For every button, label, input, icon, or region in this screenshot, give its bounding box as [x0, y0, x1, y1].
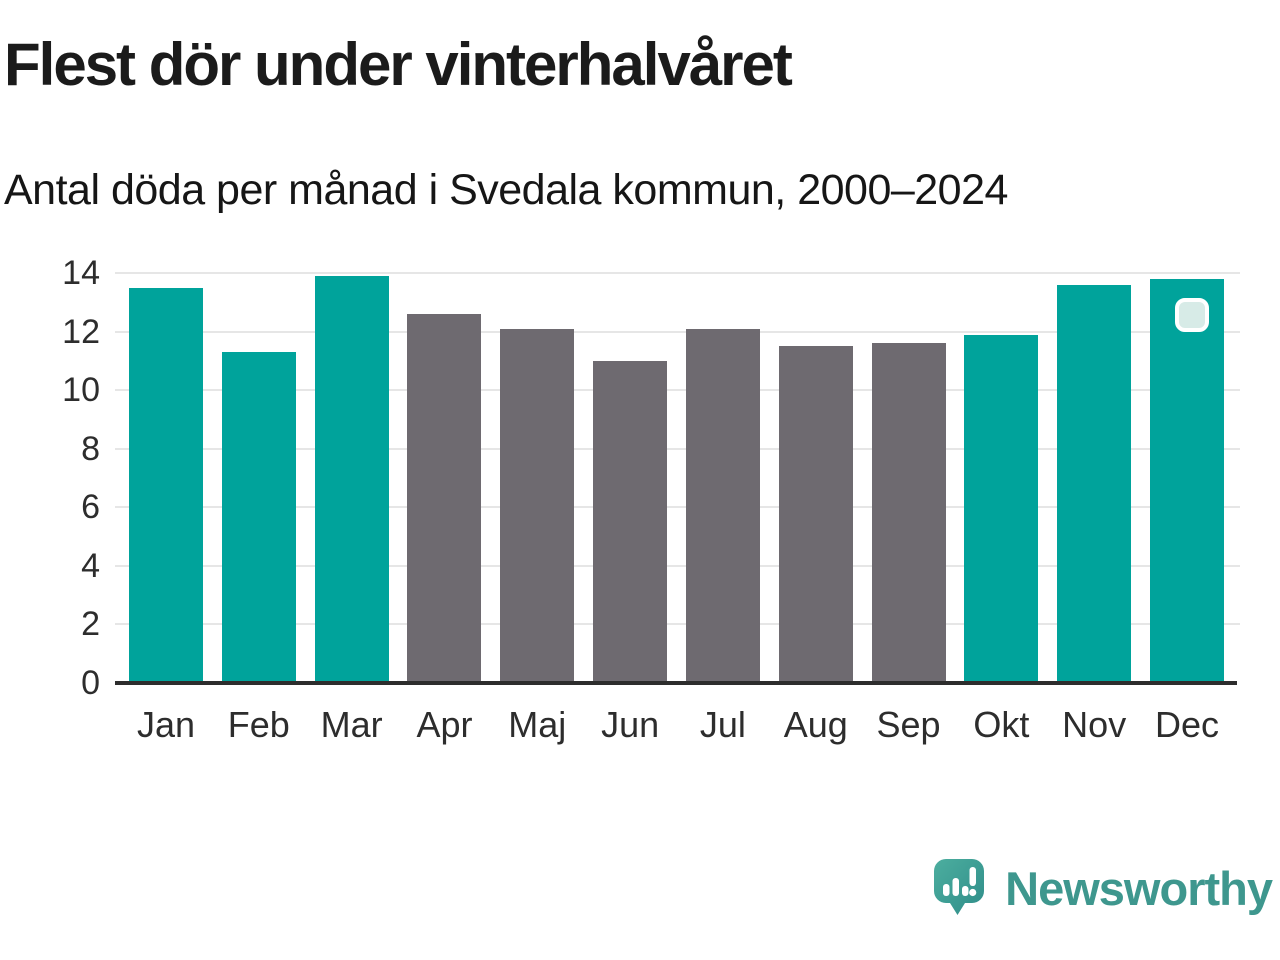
bar-apr — [407, 314, 482, 683]
x-tick-label: Jun — [601, 704, 660, 745]
x-tick-label: Apr — [416, 704, 473, 745]
bar-aug — [778, 346, 853, 683]
gridline — [115, 447, 1240, 450]
y-tick-label: 2 — [81, 605, 100, 644]
newsworthy-logo: Newsworthy — [933, 858, 1273, 920]
gridline — [115, 564, 1240, 567]
x-tick-label: Okt — [973, 704, 1030, 745]
gridline — [115, 389, 1240, 392]
chart-title: Flest dör under vinterhalvåret — [4, 31, 793, 98]
gridline — [115, 330, 1240, 333]
y-tick-label: 14 — [62, 254, 100, 292]
newsworthy-icon — [934, 859, 985, 915]
x-tick-label: Jan — [136, 704, 196, 745]
x-tick-label: Mar — [320, 704, 383, 745]
bar-feb — [221, 352, 296, 683]
y-tick-label: 12 — [62, 312, 100, 351]
x-tick-label: Feb — [227, 704, 290, 745]
y-tick-label: 10 — [62, 371, 100, 410]
x-tick-label: Maj — [508, 704, 567, 745]
y-tick-label: 6 — [81, 488, 100, 527]
x-tick-label: Dec — [1155, 704, 1220, 745]
gridline — [115, 623, 1240, 626]
x-tick-label: Sep — [876, 704, 941, 745]
bar-sep — [871, 343, 946, 683]
x-tick-label: Jul — [699, 704, 746, 745]
bar-nov — [1057, 284, 1132, 683]
bar-okt — [964, 334, 1039, 683]
bar-maj — [500, 328, 575, 683]
chart-subtitle: Antal döda per månad i Svedala kommun, 2… — [4, 166, 1008, 214]
gridline — [115, 272, 1240, 274]
x-tick-label: Nov — [1062, 704, 1127, 745]
bar-jan — [129, 287, 203, 683]
newsworthy-wordmark: Newsworthy — [1005, 862, 1273, 915]
y-tick-label: 0 — [81, 664, 100, 702]
x-tick-label: Aug — [783, 704, 848, 745]
x-axis-line — [115, 681, 1237, 685]
gridline — [115, 506, 1240, 509]
bar-mar — [314, 275, 389, 683]
y-tick-label: 8 — [81, 429, 100, 468]
bar-dec — [1150, 278, 1225, 683]
y-tick-label: 4 — [81, 546, 100, 585]
bar-jun — [593, 360, 668, 683]
plot-area — [115, 272, 1240, 685]
highlight-marker — [1175, 297, 1210, 332]
bar-jul — [685, 328, 760, 683]
